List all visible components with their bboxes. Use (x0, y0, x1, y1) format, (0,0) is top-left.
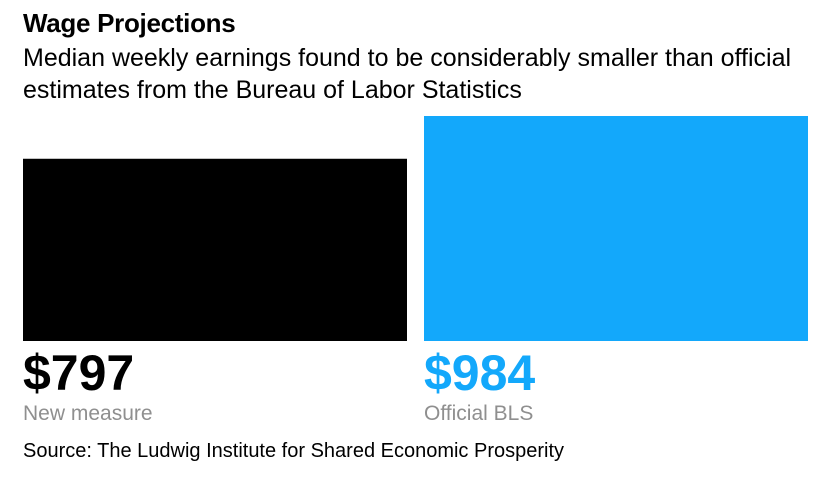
bar-category-label: New measure (23, 402, 153, 425)
source-note: Source: The Ludwig Institute for Shared … (23, 440, 565, 462)
bar-value-label: $984 (424, 345, 535, 401)
bar-category-label: Official BLS (424, 402, 533, 425)
bar-official-bls (424, 116, 808, 341)
bar-new-measure (23, 158, 407, 341)
chart-subtitle: Median weekly earnings found to be consi… (23, 44, 792, 104)
bar-value-label: $797 (23, 345, 134, 401)
chart-title: Wage Projections (23, 8, 236, 38)
